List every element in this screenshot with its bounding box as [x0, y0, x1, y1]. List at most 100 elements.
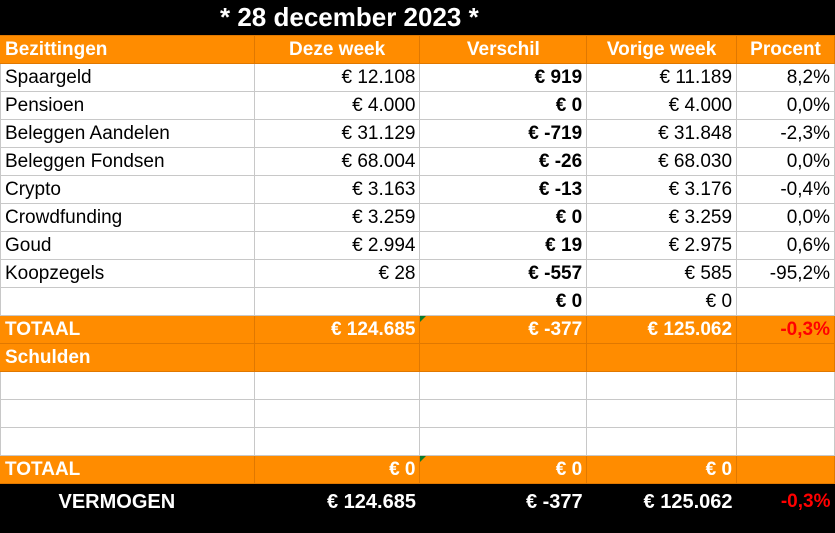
current-value-cell[interactable]: € 3.259	[253, 203, 421, 232]
debts-total-diff[interactable]: € 0	[419, 455, 588, 484]
header-bezittingen[interactable]: Bezittingen	[0, 35, 255, 64]
previous-value-cell[interactable]: € 68.030	[586, 147, 738, 176]
net-worth-diff[interactable]: € -377	[419, 483, 587, 521]
empty-cell[interactable]	[586, 371, 738, 400]
current-value-cell[interactable]: € 2.994	[253, 231, 421, 260]
header-deze-week[interactable]: Deze week	[253, 35, 421, 64]
difference-cell[interactable]: € 0	[419, 287, 588, 316]
asset-name-cell[interactable]: Crypto	[0, 175, 255, 204]
asset-name-cell[interactable]: Crowdfunding	[0, 203, 255, 232]
empty-cell[interactable]	[0, 371, 255, 400]
assets-total-diff-value: € -377	[528, 318, 583, 340]
debts-header[interactable]: Schulden	[0, 343, 255, 372]
empty-cell[interactable]	[0, 399, 255, 428]
asset-name-cell[interactable]: Spaargeld	[0, 63, 255, 92]
asset-name-cell[interactable]: Pensioen	[0, 91, 255, 120]
difference-cell[interactable]: € -557	[419, 259, 588, 288]
difference-cell[interactable]: € -13	[419, 175, 588, 204]
current-value-cell[interactable]: € 12.108	[253, 63, 421, 92]
asset-row: € 0 € 0	[0, 287, 835, 316]
debts-total-current[interactable]: € 0	[253, 455, 421, 484]
percent-cell[interactable]: -95,2%	[736, 259, 835, 288]
difference-cell[interactable]: € -26	[419, 147, 588, 176]
assets-total-diff[interactable]: € -377	[419, 315, 588, 344]
asset-name-cell[interactable]: Goud	[0, 231, 255, 260]
empty-cell[interactable]	[736, 371, 835, 400]
assets-total-current-value: € 124.685	[330, 318, 416, 340]
header-procent[interactable]: Procent	[736, 35, 835, 64]
debts-header-empty[interactable]	[736, 343, 835, 372]
current-value-cell[interactable]: € 68.004	[253, 147, 421, 176]
current-value-cell[interactable]: € 28	[253, 259, 421, 288]
asset-row: Beleggen Aandelen € 31.129 € -719 € 31.8…	[0, 119, 835, 148]
current-value-cell[interactable]: € 4.000	[253, 91, 421, 120]
assets-total-row: TOTAAL € 124.685 € -377 € 125.062 -0,3%	[0, 315, 835, 344]
previous-value-cell[interactable]: € 585	[586, 259, 738, 288]
empty-cell[interactable]	[419, 427, 588, 456]
empty-cell[interactable]	[0, 427, 255, 456]
empty-cell[interactable]	[419, 399, 588, 428]
previous-value-cell[interactable]: € 4.000	[586, 91, 738, 120]
previous-value-cell[interactable]: € 3.259	[586, 203, 738, 232]
net-worth-current[interactable]: € 124.685	[254, 483, 420, 521]
debts-total-label[interactable]: TOTAAL	[0, 455, 255, 484]
net-worth-label[interactable]: VERMOGEN	[0, 483, 255, 521]
sheet-title[interactable]: * 28 december 2023 *	[220, 2, 479, 32]
percent-cell[interactable]: 8,2%	[736, 63, 835, 92]
assets-total-current[interactable]: € 124.685	[253, 315, 421, 344]
debts-total-previous[interactable]: € 0	[586, 455, 738, 484]
title-bar: * 28 december 2023 *	[0, 0, 835, 35]
debt-row	[0, 399, 835, 428]
empty-cell[interactable]	[253, 399, 421, 428]
net-worth-percent[interactable]: -0,3%	[736, 483, 835, 521]
empty-cell[interactable]	[736, 427, 835, 456]
previous-value-cell[interactable]: € 0	[586, 287, 738, 316]
asset-row: Pensioen € 4.000 € 0 € 4.000 0,0%	[0, 91, 835, 120]
previous-value-cell[interactable]: € 31.848	[586, 119, 738, 148]
asset-name-cell[interactable]	[0, 287, 255, 316]
percent-cell[interactable]: 0,6%	[736, 231, 835, 260]
asset-name-cell[interactable]: Koopzegels	[0, 259, 255, 288]
percent-cell[interactable]: -0,4%	[736, 175, 835, 204]
asset-name-cell[interactable]: Beleggen Fondsen	[0, 147, 255, 176]
header-verschil[interactable]: Verschil	[419, 35, 588, 64]
difference-cell[interactable]: € 0	[419, 91, 588, 120]
asset-name-cell[interactable]: Beleggen Aandelen	[0, 119, 255, 148]
difference-cell[interactable]: € 0	[419, 203, 588, 232]
difference-cell[interactable]: € 19	[419, 231, 588, 260]
empty-cell[interactable]	[253, 371, 421, 400]
current-value-cell[interactable]: € 3.163	[253, 175, 421, 204]
debts-header-empty[interactable]	[586, 343, 738, 372]
empty-cell[interactable]	[253, 427, 421, 456]
previous-value-cell[interactable]: € 11.189	[586, 63, 738, 92]
net-worth-previous[interactable]: € 125.062	[586, 483, 737, 521]
difference-cell[interactable]: € 919	[419, 63, 588, 92]
assets-total-label[interactable]: TOTAAL	[0, 315, 255, 344]
assets-total-previous[interactable]: € 125.062	[586, 315, 738, 344]
percent-cell[interactable]	[736, 287, 835, 316]
percent-cell[interactable]: 0,0%	[736, 147, 835, 176]
comment-indicator-icon	[420, 456, 427, 462]
empty-cell[interactable]	[586, 399, 738, 428]
previous-value-cell[interactable]: € 3.176	[586, 175, 738, 204]
difference-cell[interactable]: € -719	[419, 119, 588, 148]
previous-value-cell[interactable]: € 2.975	[586, 231, 738, 260]
current-value-cell[interactable]: € 31.129	[253, 119, 421, 148]
debts-header-empty[interactable]	[419, 343, 588, 372]
debts-header-empty[interactable]	[253, 343, 421, 372]
percent-cell[interactable]: 0,0%	[736, 203, 835, 232]
assets-total-percent[interactable]: -0,3%	[736, 315, 835, 344]
empty-cell[interactable]	[419, 371, 588, 400]
asset-row: Koopzegels € 28 € -557 € 585 -95,2%	[0, 259, 835, 288]
debts-total-percent[interactable]	[736, 455, 835, 484]
empty-cell[interactable]	[736, 399, 835, 428]
percent-cell[interactable]: -2,3%	[736, 119, 835, 148]
balance-table: Bezittingen Deze week Verschil Vorige we…	[0, 35, 835, 521]
percent-cell[interactable]: 0,0%	[736, 91, 835, 120]
debts-total-row: TOTAAL € 0 € 0 € 0	[0, 455, 835, 484]
debts-header-row: Schulden	[0, 343, 835, 372]
comment-indicator-icon	[420, 316, 427, 322]
empty-cell[interactable]	[586, 427, 738, 456]
current-value-cell[interactable]	[253, 287, 421, 316]
header-vorige-week[interactable]: Vorige week	[586, 35, 738, 64]
